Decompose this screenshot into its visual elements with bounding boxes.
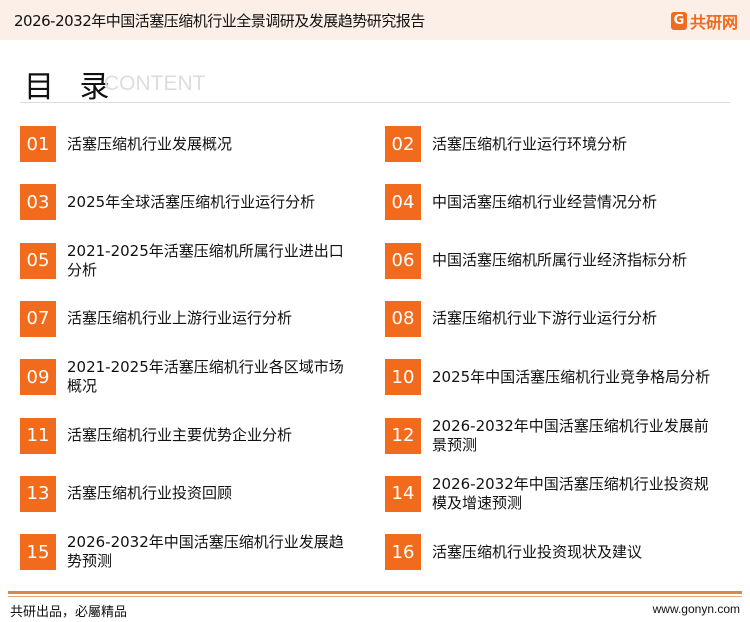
toc-item-label: 中国活塞压缩机所属行业经济指标分析 xyxy=(432,251,688,270)
toc-title-en: CONTENT xyxy=(104,72,206,95)
toc-item-number: 05 xyxy=(20,242,56,279)
toc-item[interactable]: 04 中国活塞压缩机行业经营情况分析 xyxy=(385,184,715,221)
toc-item[interactable]: 05 2021-2025年活塞压缩机所属行业进出口分析 xyxy=(20,241,350,279)
toc-item[interactable]: 12 2026-2032年中国活塞压缩机行业发展前景预测 xyxy=(385,416,715,454)
toc-item[interactable]: 07 活塞压缩机行业上游行业运行分析 xyxy=(20,300,350,337)
footer-slogan: 共研出品，必屬精品 xyxy=(10,605,128,620)
toc-item-number: 02 xyxy=(385,126,421,162)
toc-item-label: 2021-2025年活塞压缩机所属行业进出口分析 xyxy=(67,241,344,279)
toc-item-number: 16 xyxy=(385,534,421,571)
toc-item-number: 04 xyxy=(385,184,421,221)
toc-item-number: 10 xyxy=(385,359,421,396)
toc-item[interactable]: 14 2026-2032年中国活塞压缩机行业投资规模及增速预测 xyxy=(385,474,715,512)
toc-item[interactable]: 02 活塞压缩机行业运行环境分析 xyxy=(385,126,715,162)
toc-item[interactable]: 13 活塞压缩机行业投资回顾 xyxy=(20,475,350,512)
toc-item-number: 15 xyxy=(20,534,56,571)
toc-item-label: 2026-2032年中国活塞压缩机行业发展前景预测 xyxy=(432,416,709,454)
toc-item-number: 14 xyxy=(385,475,421,512)
toc-item-label: 活塞压缩机行业下游行业运行分析 xyxy=(432,309,658,328)
toc-item[interactable]: 16 活塞压缩机行业投资现状及建议 xyxy=(385,534,715,571)
toc-item[interactable]: 11 活塞压缩机行业主要优势企业分析 xyxy=(20,417,350,454)
toc-item-label: 活塞压缩机行业主要优势企业分析 xyxy=(67,426,293,444)
toc-item-number: 07 xyxy=(20,300,56,337)
toc-item-label: 活塞压缩机行业投资现状及建议 xyxy=(432,542,643,561)
divider xyxy=(20,102,730,103)
toc-item[interactable]: 01 活塞压缩机行业发展概况 xyxy=(20,126,350,162)
toc-item-label: 活塞压缩机行业发展概况 xyxy=(67,134,233,153)
toc-item-number: 08 xyxy=(385,300,421,337)
brand-logo: G 共研网 xyxy=(670,9,738,33)
toc-item-label: 2025年全球活塞压缩机行业运行分析 xyxy=(67,192,316,211)
toc-item[interactable]: 15 2026-2032年中国活塞压缩机行业发展趋势预测 xyxy=(20,533,350,571)
toc-item-label: 2026-2032年中国活塞压缩机行业发展趋势预测 xyxy=(67,533,344,571)
toc-item-number: 11 xyxy=(20,417,56,454)
logo-text: 共研网 xyxy=(689,13,738,32)
header-bar: 2026-2032年中国活塞压缩机行业全景调研及发展趋势研究报告 G 共研网 xyxy=(0,0,750,40)
toc-item[interactable]: 10 2025年中国活塞压缩机行业竞争格局分析 xyxy=(385,359,715,396)
footer-rule xyxy=(8,591,742,594)
toc-item-label: 2021-2025年活塞压缩机行业各区域市场概况 xyxy=(67,358,344,396)
toc-item-label: 活塞压缩机行业上游行业运行分析 xyxy=(67,309,293,328)
toc-item-number: 12 xyxy=(385,417,421,454)
toc-item-number: 13 xyxy=(20,475,56,512)
toc-title: 目 录 xyxy=(24,70,118,105)
toc-item[interactable]: 03 2025年全球活塞压缩机行业运行分析 xyxy=(20,184,350,221)
toc-item-number: 03 xyxy=(20,184,56,221)
toc-item[interactable]: 09 2021-2025年活塞压缩机行业各区域市场概况 xyxy=(20,358,350,396)
toc-item[interactable]: 06 中国活塞压缩机所属行业经济指标分析 xyxy=(385,242,715,279)
toc-item-number: 01 xyxy=(20,126,56,162)
toc-item-label: 活塞压缩机行业运行环境分析 xyxy=(432,134,628,153)
toc-item-label: 活塞压缩机行业投资回顾 xyxy=(67,484,233,503)
toc-item-number: 09 xyxy=(20,359,56,396)
toc-item-label: 中国活塞压缩机行业经营情况分析 xyxy=(432,192,658,211)
toc-item-label: 2026-2032年中国活塞压缩机行业投资规模及增速预测 xyxy=(432,474,709,512)
toc-item[interactable]: 08 活塞压缩机行业下游行业运行分析 xyxy=(385,300,715,337)
report-title: 2026-2032年中国活塞压缩机行业全景调研及发展趋势研究报告 xyxy=(14,12,425,30)
footer-rule-thin xyxy=(8,596,742,597)
toc-item-label: 2025年中国活塞压缩机行业竞争格局分析 xyxy=(432,367,711,386)
logo-icon: G xyxy=(670,12,687,30)
toc-item-number: 06 xyxy=(385,242,421,279)
footer-url[interactable]: www.gonyn.com xyxy=(652,602,740,616)
